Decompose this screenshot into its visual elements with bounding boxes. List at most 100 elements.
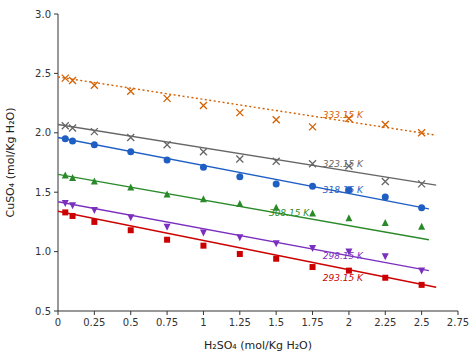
x-tick-label: 2 bbox=[346, 317, 352, 328]
y-tick-label: 2.5 bbox=[35, 68, 51, 79]
fit-line bbox=[58, 77, 436, 135]
point-x bbox=[127, 88, 134, 95]
x-tick bbox=[421, 311, 422, 315]
point-triangle-up bbox=[127, 183, 134, 190]
point-circle bbox=[382, 193, 389, 200]
point-circle bbox=[127, 148, 134, 155]
x-tick bbox=[348, 311, 349, 315]
x-tick-label: 2.5 bbox=[414, 317, 430, 328]
point-x bbox=[91, 128, 98, 135]
point-square bbox=[128, 227, 134, 233]
point-x bbox=[273, 116, 280, 123]
chart: 00.250.50.7511.251.51.7522.252.52.750.51… bbox=[0, 0, 474, 357]
point-triangle-up bbox=[69, 174, 76, 181]
x-tick-label: 1 bbox=[200, 317, 206, 328]
fit-line bbox=[58, 124, 436, 185]
point-triangle-down bbox=[382, 253, 389, 260]
point-triangle-down bbox=[418, 268, 425, 275]
point-triangle-down bbox=[200, 230, 207, 237]
y-axis-line bbox=[58, 14, 59, 311]
point-triangle-up bbox=[62, 172, 69, 179]
point-circle bbox=[164, 157, 171, 164]
x-tick bbox=[58, 311, 59, 315]
series-label: 323.15 K bbox=[323, 159, 364, 169]
point-square bbox=[62, 209, 68, 215]
point-circle bbox=[200, 164, 207, 171]
point-triangle-up bbox=[236, 200, 243, 207]
point-square bbox=[91, 219, 97, 225]
fit-line bbox=[58, 174, 429, 239]
series-label: 298.15 K bbox=[323, 251, 364, 261]
y-tick bbox=[54, 132, 58, 133]
x-tick-label: 0.5 bbox=[123, 317, 139, 328]
point-circle bbox=[91, 141, 98, 148]
point-triangle-down bbox=[309, 245, 316, 252]
point-x bbox=[91, 82, 98, 89]
x-tick-label: 1.5 bbox=[268, 317, 284, 328]
point-square bbox=[419, 282, 425, 288]
x-tick bbox=[458, 311, 459, 315]
point-x bbox=[164, 95, 171, 102]
x-tick bbox=[276, 311, 277, 315]
series bbox=[58, 135, 429, 211]
y-tick bbox=[54, 14, 58, 15]
series bbox=[58, 75, 436, 137]
point-x bbox=[127, 134, 134, 141]
series bbox=[58, 172, 429, 240]
point-x bbox=[418, 180, 425, 187]
point-triangle-down bbox=[164, 224, 171, 231]
x-axis-line bbox=[58, 311, 458, 312]
plot-area bbox=[58, 75, 436, 288]
point-square bbox=[70, 213, 76, 219]
x-tick bbox=[385, 311, 386, 315]
series-labels: 333.15 K323.15 K318.15 K308.15 K298.15 K… bbox=[269, 110, 364, 283]
point-x bbox=[62, 75, 69, 82]
point-triangle-up bbox=[164, 191, 171, 198]
x-tick bbox=[167, 311, 168, 315]
y-tick-label: 1.0 bbox=[35, 246, 51, 257]
axes: 00.250.50.7511.251.51.7522.252.52.750.51… bbox=[35, 9, 469, 329]
y-tick bbox=[54, 251, 58, 252]
fit-line bbox=[58, 138, 429, 209]
point-x bbox=[309, 160, 316, 167]
point-circle bbox=[418, 204, 425, 211]
x-tick-label: 1.25 bbox=[229, 317, 251, 328]
fit-line bbox=[58, 211, 436, 287]
x-axis-label: H₂SO₄ (mol/Kg H₂O) bbox=[204, 339, 312, 352]
point-x bbox=[200, 148, 207, 155]
x-tick-label: 0.25 bbox=[83, 317, 105, 328]
point-x bbox=[62, 122, 69, 129]
series-label: 333.15 K bbox=[323, 110, 364, 120]
series bbox=[58, 209, 436, 287]
point-x bbox=[164, 141, 171, 148]
x-tick-label: 1.75 bbox=[301, 317, 323, 328]
point-square bbox=[164, 237, 170, 243]
point-x bbox=[69, 125, 76, 132]
x-tick-label: 2.25 bbox=[374, 317, 396, 328]
x-tick bbox=[203, 311, 204, 315]
point-triangle-up bbox=[418, 223, 425, 230]
x-tick bbox=[94, 311, 95, 315]
point-triangle-down bbox=[273, 240, 280, 247]
x-tick-label: 0.75 bbox=[156, 317, 178, 328]
x-tick-label: 0 bbox=[55, 317, 61, 328]
point-x bbox=[382, 121, 389, 128]
point-x bbox=[236, 155, 243, 162]
point-triangle-down bbox=[62, 200, 69, 207]
point-triangle-down bbox=[91, 207, 98, 214]
point-x bbox=[309, 123, 316, 130]
y-tick bbox=[54, 73, 58, 74]
point-triangle-up bbox=[345, 214, 352, 221]
point-square bbox=[382, 275, 388, 281]
x-tick bbox=[312, 311, 313, 315]
y-tick-label: 2.0 bbox=[35, 127, 51, 138]
point-circle bbox=[236, 173, 243, 180]
point-x bbox=[69, 77, 76, 84]
fit-line bbox=[58, 202, 429, 271]
x-tick-label: 2.75 bbox=[447, 317, 469, 328]
point-x bbox=[236, 109, 243, 116]
point-x bbox=[418, 129, 425, 136]
series-label: 293.15 K bbox=[323, 273, 364, 283]
y-tick-label: 1.5 bbox=[35, 187, 51, 198]
background bbox=[0, 0, 474, 357]
